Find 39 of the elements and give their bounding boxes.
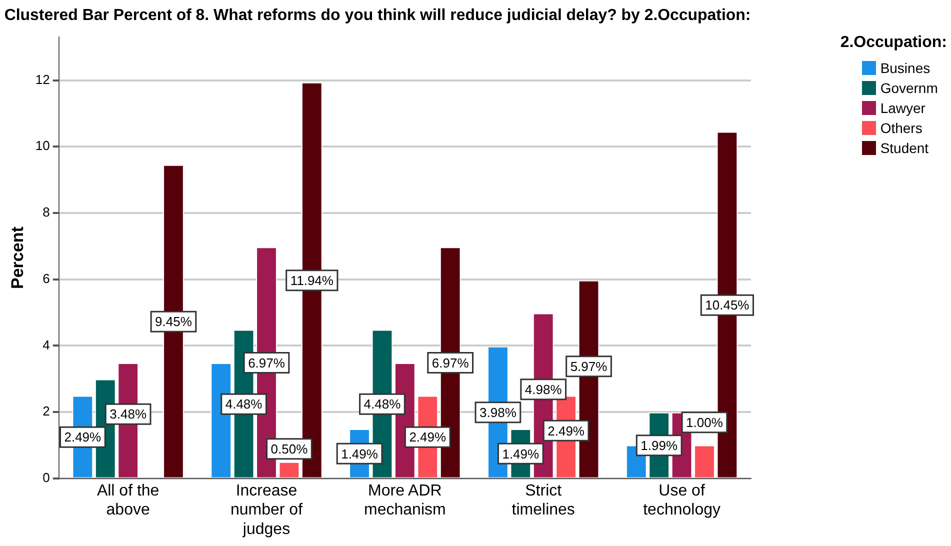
data-label: 1.00% (686, 414, 724, 430)
data-label: 1.99% (640, 438, 678, 453)
y-tick-label: 8 (42, 204, 50, 220)
y-tick-label: 12 (35, 72, 50, 87)
legend-label: Others (880, 120, 922, 136)
data-label: 2.49% (548, 423, 585, 438)
data-label: 6.97% (432, 355, 470, 370)
y-tick-label: 6 (42, 270, 50, 286)
data-label: 3.48% (110, 406, 147, 422)
y-axis-title: Percent (8, 226, 27, 289)
legend-label: Governm (880, 80, 938, 96)
x-tick-label: All of the above (96, 482, 160, 519)
legend-label: Busines (880, 60, 930, 76)
x-tick-label: Use of technology (643, 482, 720, 519)
legend-title: 2.Occupation: (840, 34, 947, 52)
y-tick-label: 4 (42, 337, 50, 352)
data-label: 2.49% (64, 430, 102, 445)
legend-label: Student (880, 140, 929, 156)
y-tick-label: 0 (42, 470, 50, 485)
data-label: 1.49% (502, 446, 540, 462)
data-label: 0.50% (270, 441, 308, 456)
data-label: 6.97% (248, 355, 286, 370)
data-label: 4.48% (225, 396, 263, 412)
x-tick-label: More ADR mechanism (364, 482, 446, 519)
y-tick-label: 2 (42, 404, 50, 419)
x-tick-label: Increase number of judges (230, 482, 304, 538)
data-label: 9.45% (155, 314, 192, 330)
data-label: 4.48% (364, 396, 402, 412)
chart-title: Clustered Bar Percent of 8. What reforms do you think will reduce judicial delay? by 2.Occupation: (4, 6, 751, 24)
data-label: 3.98% (480, 404, 517, 420)
data-label: 2.49% (409, 430, 446, 445)
data-label: 10.45% (705, 298, 750, 313)
data-label: 5.97% (570, 358, 608, 374)
data-label: 4.98% (524, 382, 562, 397)
y-tick-label: 10 (35, 138, 50, 154)
legend-label: Lawyer (880, 100, 926, 116)
x-tick-label: Strict timelines (512, 482, 575, 519)
data-label: 1.49% (341, 446, 378, 462)
data-label: 11.94% (290, 272, 334, 288)
